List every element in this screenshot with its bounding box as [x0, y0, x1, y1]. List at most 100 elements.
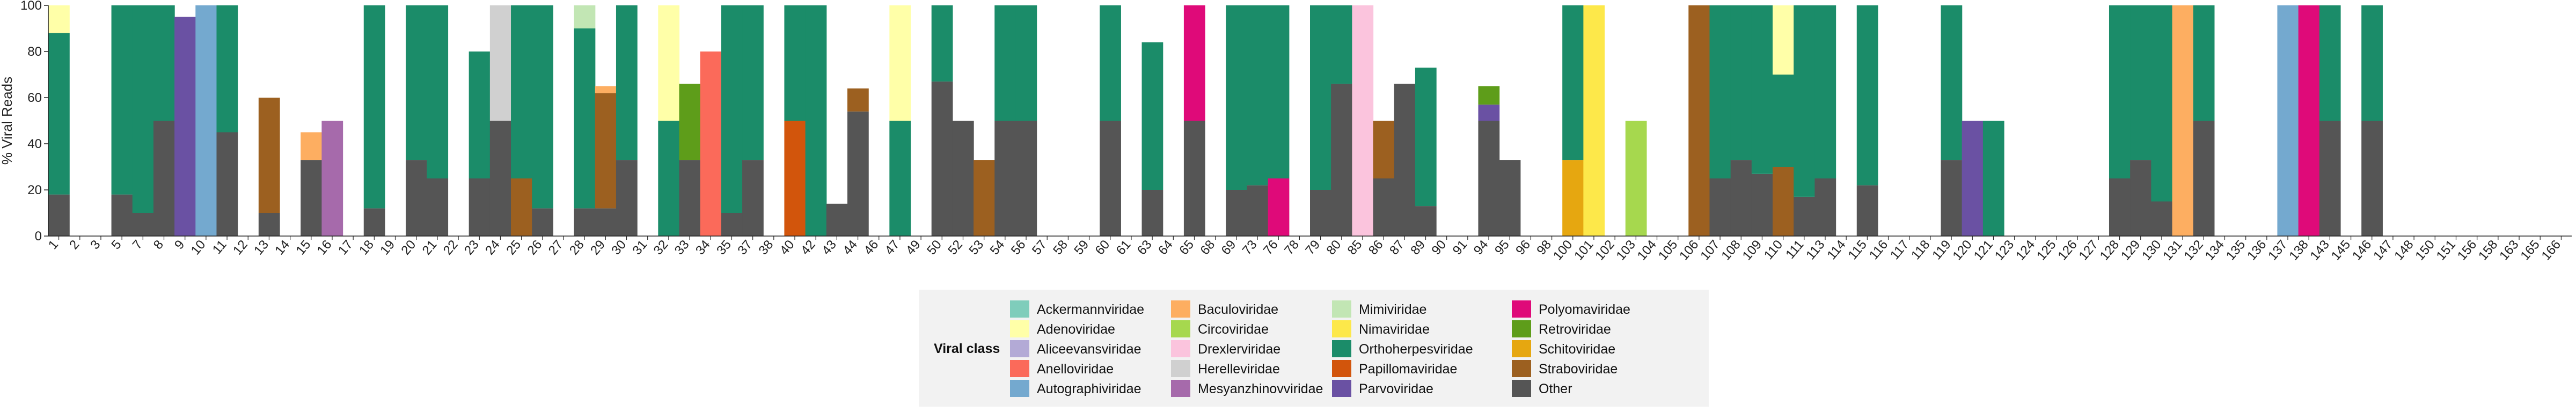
bar-segment: [2151, 5, 2173, 202]
x-tick-label: 58: [1050, 238, 1071, 258]
x-tick-label: 26: [525, 238, 545, 258]
bar-segment: [153, 121, 175, 236]
bar-segment: [406, 160, 427, 236]
bar-segment: [174, 17, 196, 236]
x-tick-label: 101: [1571, 237, 1596, 263]
bar-segment: [1183, 121, 1205, 236]
bar-segment: [1394, 84, 1416, 236]
bar-segment: [1141, 42, 1163, 190]
x-tick-label: 113: [1803, 238, 1827, 263]
x-tick-label: 127: [2076, 237, 2101, 263]
x-tick-label: 116: [1867, 238, 1891, 263]
bar-segment: [1814, 178, 1836, 236]
bar-segment: [574, 28, 596, 209]
legend-label: Parvoviridae: [1359, 381, 1433, 396]
x-tick-label: 34: [693, 237, 713, 258]
x-tick-label: 134: [2202, 237, 2227, 263]
bar-segment: [1562, 160, 1584, 236]
x-tick-label: 16: [314, 237, 335, 258]
bar-segment: [1773, 75, 1794, 167]
x-tick-label: 24: [482, 238, 503, 258]
x-tick-label: 76: [1261, 237, 1281, 258]
x-tick-label: 57: [1029, 238, 1050, 258]
bar-segment: [2277, 5, 2299, 236]
bar-segment: [1331, 84, 1352, 236]
x-tick-label: 91: [1450, 238, 1470, 258]
x-tick-label: 146: [2350, 238, 2374, 263]
x-tick-label: 40: [777, 238, 797, 258]
bar-segment: [1773, 5, 1794, 75]
x-tick-label: 23: [462, 238, 482, 258]
x-tick-label: 132: [2181, 238, 2206, 263]
x-tick-label: 61: [1114, 238, 1134, 258]
legend-swatch: [1010, 300, 1029, 318]
x-tick-label: 14: [272, 238, 292, 258]
x-tick-label: 29: [588, 238, 608, 258]
x-tick-label: 108: [1718, 238, 1743, 263]
legend-label: Nimaviridae: [1359, 322, 1430, 337]
bar-segment: [469, 52, 491, 179]
bar-segment: [1794, 196, 1815, 236]
y-axis-title: % Viral Reads: [0, 77, 15, 165]
bar-segment: [1226, 190, 1248, 236]
bar-segment: [595, 208, 617, 236]
bar-segment: [1183, 5, 1205, 121]
x-tick-label: 135: [2223, 238, 2248, 263]
bar-segment: [679, 160, 701, 236]
legend-label: Aliceevansviridae: [1037, 342, 1141, 357]
x-tick-label: 102: [1592, 238, 1617, 263]
x-tick-label: 120: [1950, 237, 1974, 263]
bar-segment: [363, 208, 385, 236]
bar-segment: [489, 121, 511, 236]
bar-segment: [1352, 5, 1374, 236]
x-tick-label: 89: [1408, 238, 1428, 258]
x-tick-label: 69: [1219, 238, 1239, 258]
x-tick-label: 32: [651, 238, 671, 258]
x-tick-label: 10: [188, 238, 209, 258]
x-tick-label: 107: [1697, 237, 1722, 263]
bar-segment: [153, 5, 175, 121]
bar-segment: [511, 5, 532, 179]
legend-swatch: [1010, 340, 1029, 357]
x-tick-label: 94: [1471, 238, 1491, 258]
bar-segment: [994, 121, 1016, 236]
x-tick-label: 37: [735, 238, 755, 258]
legend-label: Schitoviridae: [1539, 342, 1615, 357]
x-tick-label: 50: [924, 238, 945, 258]
bar-segment: [721, 213, 743, 236]
x-tick-label: 73: [1240, 238, 1260, 258]
bar-segment: [931, 81, 953, 236]
bar-segment: [1625, 121, 1647, 236]
bar-segment: [1310, 5, 1331, 190]
x-tick-label: 19: [377, 237, 398, 258]
x-tick-label: 68: [1197, 237, 1218, 258]
legend-label: Mesyanzhinovviridae: [1198, 381, 1323, 396]
y-tick-label: 60: [27, 91, 42, 105]
bar-segment: [2361, 5, 2383, 121]
bar-segment: [48, 33, 70, 195]
x-tick-label: 165: [2518, 237, 2542, 263]
bar-segment: [847, 111, 869, 236]
legend-swatch: [1010, 320, 1029, 337]
bar-segment: [700, 52, 722, 236]
bar-segment: [1478, 121, 1500, 236]
legend-swatch: [1332, 360, 1351, 377]
legend-swatch: [1171, 300, 1190, 318]
legend-background: [919, 290, 1709, 407]
bar-segment: [1100, 5, 1121, 121]
bar-segment: [1730, 5, 1752, 160]
bar-segment: [1794, 5, 1815, 197]
x-tick-label: 105: [1656, 238, 1680, 263]
x-tick-label: 31: [630, 237, 650, 258]
legend-label: Herelleviridae: [1198, 362, 1280, 377]
bar-segment: [2193, 121, 2215, 236]
bar-segment: [595, 93, 617, 209]
bar-segment: [2130, 5, 2151, 160]
x-tick-label: 25: [503, 237, 524, 258]
bar-segment: [931, 5, 953, 82]
legend-swatch: [1010, 380, 1029, 397]
bar-segment: [48, 194, 70, 236]
bar-segment: [1962, 121, 1984, 236]
bar-segment: [889, 5, 911, 121]
legend-label: Autographiviridae: [1037, 381, 1141, 396]
